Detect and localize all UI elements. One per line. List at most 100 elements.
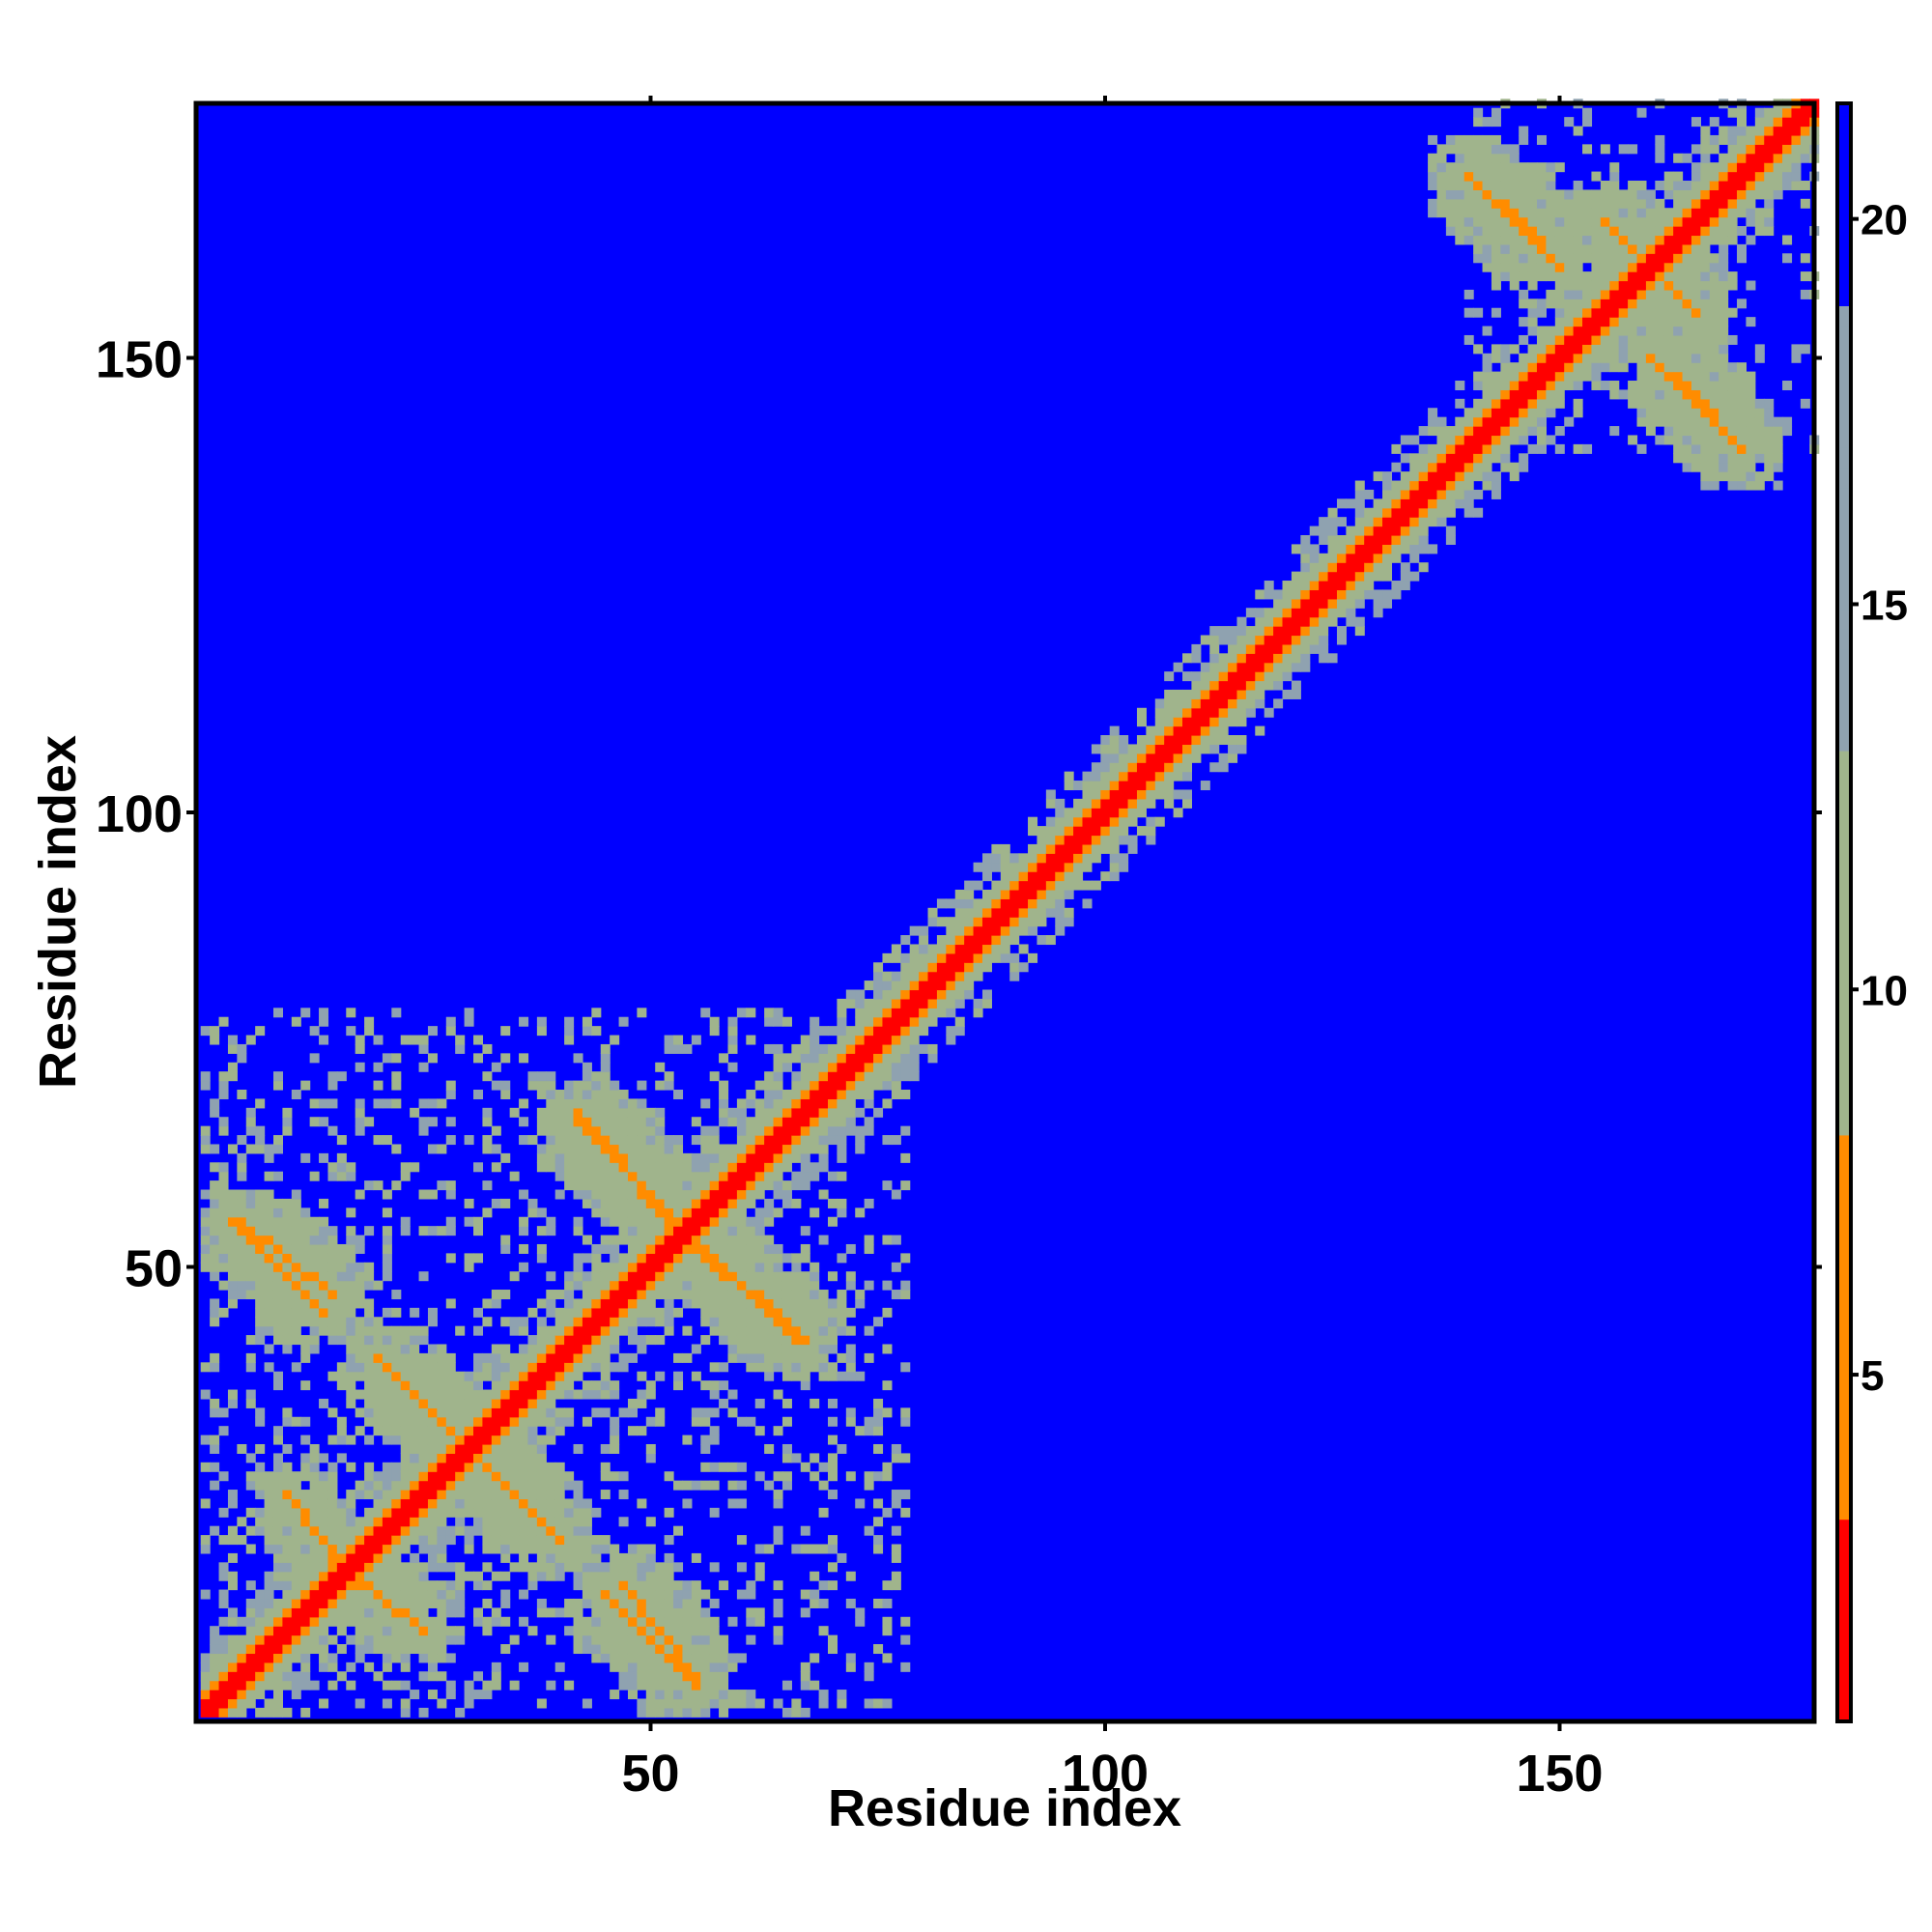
heatmap-cell: [437, 1098, 447, 1109]
heatmap-cell: [682, 1607, 693, 1618]
heatmap-cell: [1663, 408, 1674, 418]
heatmap-cell: [382, 1580, 392, 1591]
heatmap-cell: [891, 1443, 901, 1454]
heatmap-cell: [810, 1471, 820, 1482]
heatmap-cell: [1618, 362, 1629, 373]
heatmap-cell: [810, 1317, 820, 1327]
heatmap-cell: [1073, 853, 1084, 864]
heatmap-cell: [1700, 171, 1711, 182]
heatmap-cell: [837, 1026, 847, 1037]
heatmap-cell: [837, 1080, 847, 1091]
heatmap-cell: [1482, 381, 1492, 391]
heatmap-cell: [336, 1552, 347, 1563]
heatmap-cell: [754, 1098, 765, 1109]
heatmap-cell: [900, 1634, 911, 1645]
heatmap-cell: [218, 1571, 229, 1581]
heatmap-cell: [282, 1598, 293, 1608]
heatmap-cell: [200, 1653, 211, 1663]
heatmap-cell: [891, 1290, 901, 1300]
heatmap-cell: [637, 1307, 647, 1318]
heatmap-cell: [410, 1562, 420, 1573]
heatmap-cell: [1055, 798, 1065, 809]
heatmap-cell: [637, 1162, 647, 1173]
heatmap-cell: [319, 1662, 329, 1672]
heatmap-cell: [1509, 253, 1520, 264]
heatmap-cell: [1737, 126, 1747, 136]
heatmap-cell: [227, 1671, 238, 1682]
heatmap-cell: [500, 1317, 511, 1327]
heatmap-cell: [382, 1344, 392, 1354]
heatmap-cell: [536, 1362, 547, 1373]
heatmap-cell: [1700, 243, 1711, 254]
heatmap-cell: [736, 1325, 747, 1336]
heatmap-cell: [709, 1125, 720, 1136]
heatmap-cell: [1609, 353, 1620, 363]
heatmap-cell: [845, 1080, 856, 1091]
heatmap-cell: [237, 1226, 247, 1236]
heatmap-cell: [1028, 880, 1038, 891]
heatmap-cell: [573, 1362, 583, 1373]
heatmap-cell: [1582, 317, 1593, 327]
heatmap-cell: [1037, 889, 1047, 899]
heatmap-cell: [946, 1026, 956, 1037]
heatmap-cell: [1164, 798, 1175, 809]
heatmap-cell: [210, 1107, 220, 1118]
heatmap-cell: [700, 1690, 711, 1700]
heatmap-cell: [1282, 626, 1293, 637]
heatmap-cell: [591, 1644, 602, 1655]
heatmap-cell: [309, 1598, 320, 1608]
heatmap-cell: [1636, 381, 1647, 391]
heatmap-cell: [837, 1008, 847, 1018]
heatmap-cell: [218, 1562, 229, 1573]
heatmap-cell: [1663, 289, 1674, 299]
heatmap-cell: [1482, 189, 1492, 200]
heatmap-cell: [210, 1253, 220, 1264]
heatmap-cell: [355, 1035, 365, 1045]
heatmap-cell: [473, 1580, 484, 1591]
heatmap-cell: [591, 1589, 602, 1600]
heatmap-cell: [1255, 698, 1265, 709]
heatmap-cell: [610, 1562, 620, 1573]
heatmap-cell: [1690, 189, 1701, 200]
heatmap-cell: [637, 1171, 647, 1181]
heatmap-cell: [327, 1680, 338, 1690]
heatmap-cell: [364, 1016, 375, 1027]
heatmap-cell: [427, 1380, 438, 1391]
heatmap-cell: [655, 1598, 666, 1608]
heatmap-cell: [1218, 717, 1229, 727]
heatmap-cell: [282, 1117, 293, 1127]
heatmap-cell: [1709, 198, 1719, 209]
heatmap-cell: [272, 1243, 283, 1254]
heatmap-cell: [1463, 443, 1474, 454]
heatmap-cell: [427, 1389, 438, 1400]
heatmap-cell: [1628, 353, 1638, 363]
heatmap-cell: [1719, 462, 1729, 472]
heatmap-cell: [564, 1352, 575, 1363]
heatmap-cell: [473, 1507, 484, 1518]
heatmap-cell: [1527, 280, 1538, 291]
heatmap-cell: [754, 1243, 765, 1254]
heatmap-cell: [627, 1552, 638, 1563]
heatmap-cell: [554, 1462, 565, 1472]
heatmap-cell: [1690, 362, 1701, 373]
heatmap-cell: [218, 1662, 229, 1672]
heatmap-cell: [719, 1253, 729, 1264]
heatmap-cell: [591, 1562, 602, 1573]
heatmap-cell: [1455, 162, 1465, 173]
heatmap-cell: [1600, 289, 1610, 299]
heatmap-cell: [1673, 416, 1684, 427]
heatmap-cells: [196, 99, 1820, 1721]
heatmap-cell: [873, 989, 884, 1000]
heatmap-cell: [346, 1298, 356, 1309]
heatmap-cell: [427, 1307, 438, 1318]
heatmap-cell: [810, 1680, 820, 1690]
heatmap-cell: [973, 952, 983, 963]
heatmap-cell: [564, 1135, 575, 1146]
heatmap-cell: [227, 1043, 238, 1054]
heatmap-cell: [828, 1344, 838, 1354]
heatmap-cell: [1500, 198, 1511, 209]
heatmap-cell: [1709, 471, 1719, 482]
heatmap-cell: [1500, 171, 1511, 182]
heatmap-cell: [919, 1043, 929, 1054]
heatmap-cell: [1591, 298, 1602, 309]
